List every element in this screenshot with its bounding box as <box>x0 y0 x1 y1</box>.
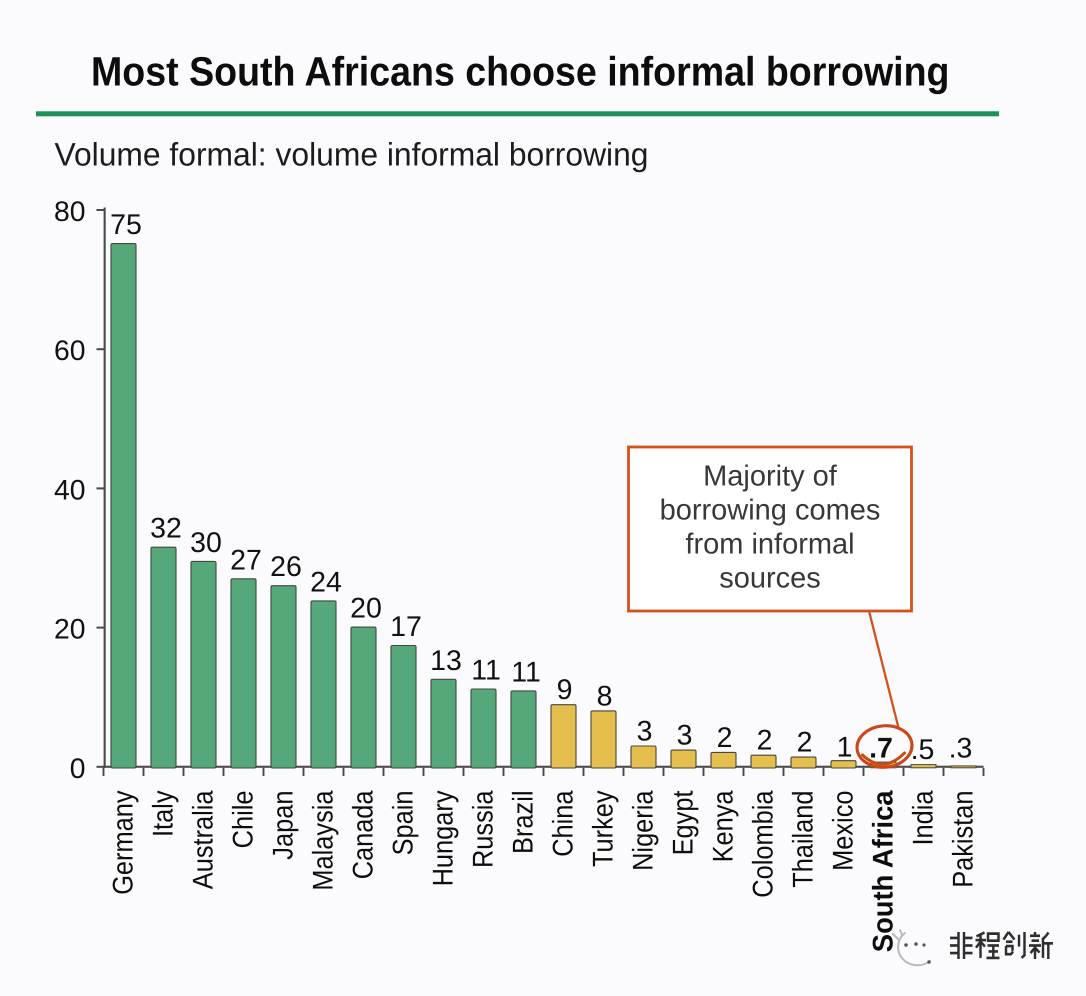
svg-text:Spain: Spain <box>388 791 420 856</box>
svg-text:13: 13 <box>430 645 462 677</box>
svg-text:Mexico: Mexico <box>828 791 860 871</box>
svg-text:Australia: Australia <box>188 790 220 889</box>
svg-text:3: 3 <box>637 716 653 748</box>
svg-text:China: China <box>548 790 580 856</box>
svg-text:11: 11 <box>511 656 541 688</box>
svg-text:Colombia: Colombia <box>748 790 780 897</box>
svg-text:75: 75 <box>110 209 142 241</box>
svg-text:40: 40 <box>54 473 85 505</box>
svg-text:1: 1 <box>837 732 853 764</box>
svg-text:.7: .7 <box>869 733 893 765</box>
svg-text:27: 27 <box>230 544 262 576</box>
svg-text:Malaysia: Malaysia <box>308 790 340 890</box>
svg-text:20: 20 <box>350 593 382 625</box>
svg-text:borrowing comes: borrowing comes <box>660 495 881 527</box>
svg-text:11: 11 <box>471 655 501 687</box>
svg-text:80: 80 <box>54 195 85 227</box>
svg-text:Thailand: Thailand <box>788 791 820 888</box>
svg-text:Majority of: Majority of <box>703 461 838 493</box>
svg-text:Pakistan: Pakistan <box>948 791 980 888</box>
svg-text:26: 26 <box>270 551 302 583</box>
svg-text:60: 60 <box>54 334 85 366</box>
svg-text:sources: sources <box>719 563 821 595</box>
svg-text:2: 2 <box>797 727 813 759</box>
svg-text:9: 9 <box>557 674 573 706</box>
svg-text:Nigeria: Nigeria <box>628 790 660 871</box>
svg-text:2: 2 <box>757 725 773 757</box>
svg-text:from informal: from informal <box>685 529 854 561</box>
svg-text:3: 3 <box>677 720 693 752</box>
svg-text:Italy: Italy <box>148 790 180 837</box>
svg-text:8: 8 <box>597 680 613 712</box>
svg-text:.5: .5 <box>911 734 935 766</box>
svg-text:.3: .3 <box>949 733 973 765</box>
svg-text:Chile: Chile <box>228 791 260 849</box>
svg-text:24: 24 <box>310 566 342 598</box>
svg-text:0: 0 <box>70 752 86 784</box>
svg-text:Most South Africans choose inf: Most South Africans choose informal borr… <box>91 48 950 94</box>
svg-text:India: India <box>908 790 940 845</box>
svg-text:Kenya: Kenya <box>708 790 740 862</box>
svg-text:Volume formal: volume informal: Volume formal: volume informal borrowing <box>55 137 649 173</box>
svg-text:Canada: Canada <box>348 790 380 879</box>
svg-text:Egypt: Egypt <box>668 790 700 855</box>
svg-text:Germany: Germany <box>108 790 140 895</box>
svg-text:Russia: Russia <box>468 790 500 868</box>
svg-text:2: 2 <box>717 722 733 754</box>
svg-text:17: 17 <box>390 611 422 643</box>
svg-text:30: 30 <box>190 527 222 559</box>
svg-text:Turkey: Turkey <box>588 790 620 867</box>
svg-text:Brazil: Brazil <box>508 791 540 855</box>
svg-text:20: 20 <box>54 613 85 645</box>
svg-text:Hungary: Hungary <box>428 790 460 887</box>
svg-text:32: 32 <box>150 513 182 545</box>
svg-text:Japan: Japan <box>268 791 300 860</box>
svg-text:South Africa: South Africa <box>868 789 900 952</box>
